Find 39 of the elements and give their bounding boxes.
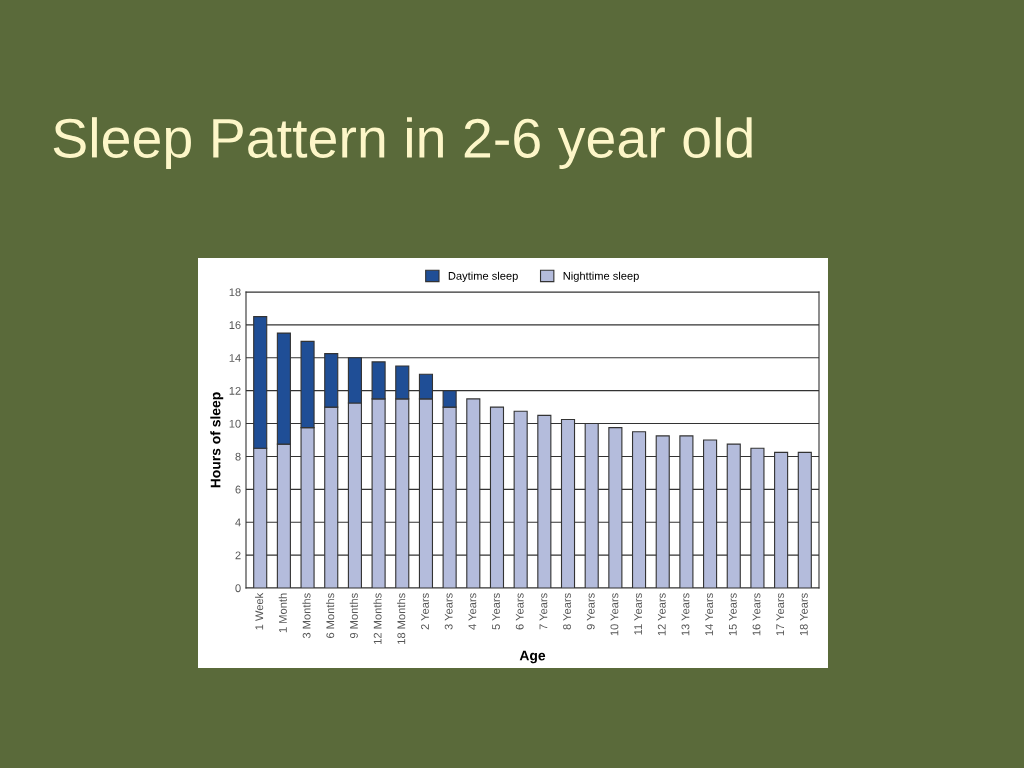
y-tick-label: 10 [229,419,241,428]
x-tick-label: 6 Years [515,593,524,630]
x-tick-label: 12 Months [373,593,382,644]
x-tick-label: 9 Months [349,593,358,639]
x-tick-label: 1 Week [255,592,264,630]
x-tick-label: 10 Years [610,593,619,636]
y-axis-title: Hours of sleep [210,392,224,488]
x-tick-label: 12 Years [657,593,666,636]
y-tick-label: 16 [229,321,241,330]
x-tick-label: 11 Years [634,593,643,635]
x-tick-label: 14 Years [705,593,714,636]
x-tick-label: 13 Years [681,593,690,636]
y-tick-label: 6 [235,485,241,494]
x-tick-label: 5 Years [492,593,500,630]
y-tick-label: 4 [235,518,241,527]
x-tick-label: 15 Years [728,593,737,636]
legend-label: Nighttime sleep [563,271,639,282]
x-tick-label: 18 Months [397,593,406,644]
y-tick-label: 2 [235,551,241,560]
x-axis-title: Age [519,650,546,664]
x-tick-label: 1 Month [278,593,287,633]
x-tick-label: 3 Years [444,593,453,630]
x-tick-label: 16 Years [752,593,761,636]
y-tick-label: 0 [235,584,241,593]
x-tick-label: 18 Years [799,593,808,636]
x-tick-label: 4 Years [468,593,477,630]
x-tick-label: 8 Years [563,593,571,630]
y-tick-label: 12 [229,386,241,395]
y-tick-label: 18 [229,288,241,297]
x-tick-label: 17 Years [776,593,785,636]
x-tick-label: 2 Years [421,593,429,630]
x-tick-label: 7 Years [539,593,548,630]
y-tick-label: 14 [229,354,241,362]
legend-label: Daytime sleep [448,271,518,282]
chart-title: Sleep Pattern in 2-6 year old [53,117,752,169]
x-tick-label: 3 Months [302,593,311,639]
x-tick-label: 9 Years [586,593,595,630]
x-tick-label: 6 Months [326,593,335,638]
y-tick-label: 8 [235,452,241,461]
